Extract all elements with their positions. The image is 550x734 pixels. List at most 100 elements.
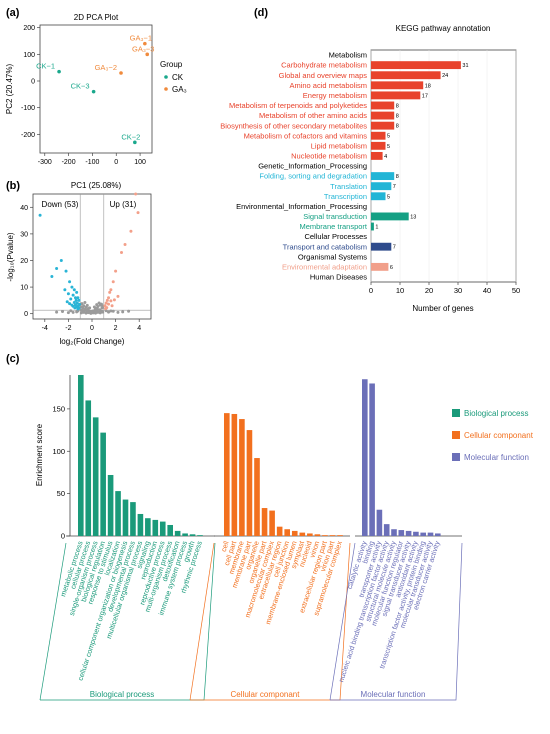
kegg-bar-value: 8 [396,103,399,109]
kegg-pathway-label: Metabolism of other amino acids [259,111,367,120]
volcano-up-point [107,296,111,300]
volcano-ns-point [109,309,113,313]
go-group-bracket [330,542,463,701]
volcano-up-point [110,304,114,308]
kegg-bar-value: 4 [384,154,387,160]
volcano-up-point [108,290,112,294]
pca-point-label: CK−2 [121,132,140,141]
volcano-down-point [75,301,79,305]
kegg-category-header: Organismal Systems [298,252,367,261]
kegg-bar [371,111,395,120]
panel-label-d: (d) [254,7,268,19]
pca-frame [39,24,153,154]
go-bar [398,530,405,536]
kegg-bar [371,262,389,271]
volcano-ns-point [91,309,95,313]
go-bar [92,417,99,536]
go-bar [329,535,336,536]
volcano-down-annotation: Down (53) [42,200,79,209]
volcano-up-annotation: Up (31) [110,200,137,209]
pca-point-label: GA₃−2 [95,63,117,72]
volcano-down-point [69,297,73,301]
pca-x-tick-label: -100 [85,159,99,166]
volcano-down-point [72,288,76,292]
volcano-ns-point [97,301,101,305]
volcano-down-point [77,306,81,310]
volcano-down-point [64,269,68,273]
pca-y-tick-label: 0 [31,79,35,86]
kegg-x-tick-label: 50 [512,286,520,295]
volcano-down-point [73,303,77,307]
pca-legend-ck-marker [164,75,168,79]
kegg-x-tick-label: 30 [454,286,462,295]
kegg-pathway-label: Folding, sorting and degradation [259,172,367,181]
volcano-ns-point [79,305,83,309]
go-bar [231,413,238,536]
volcano-down-point [71,304,75,308]
go-bar [307,533,313,536]
kegg-pathway-label: Signal transduction [303,212,367,221]
volcano-ns-point [82,304,86,308]
volcano-y-tick-label: 40 [20,205,28,212]
go-bar [276,526,283,536]
kegg-pathway-label: Amino acid metabolism [289,81,367,90]
volcano-up-point [111,280,115,284]
volcano-frame [32,193,152,320]
go-bar [299,532,306,536]
volcano-down-point [71,293,75,297]
kegg-pathway-label: Metabolism of terpenoids and polyketides [229,101,367,110]
go-bar [284,529,290,536]
pca-plot: 2D PCA Plot PC1 (25.08%) PC2 (20.47%) Gr… [5,13,187,190]
go-bar [269,510,275,536]
kegg-bar [371,91,421,100]
kegg-plot: KEGG pathway annotation Number of genes … [220,24,520,313]
pca-legend-ga3-label: GA₃ [172,85,187,94]
pca-x-tick-label: -300 [38,159,52,166]
kegg-category-header: Human Diseases [310,273,367,282]
kegg-bar-value: 5 [387,194,390,200]
go-y-tick-label: 0 [61,532,65,541]
kegg-bar [371,222,374,231]
go-bar [383,524,390,536]
kegg-bar-value: 5 [387,134,390,140]
go-bar [122,499,129,536]
go-legend-swatch [452,431,460,439]
go-bar [405,530,412,536]
pca-y-tick-label: -200 [21,132,35,139]
kegg-pathway-label: Global and overview maps [279,71,368,80]
go-bar [224,413,230,536]
volcano-ns-point [76,309,80,313]
volcano-up-point [107,302,111,306]
kegg-pathway-label: Translation [330,182,367,191]
kegg-x-tick-label: 40 [483,286,491,295]
go-group-bracket [329,542,356,701]
pca-point-label: CK−1 [36,62,55,71]
go-bar [322,535,328,536]
kegg-bar [371,192,386,201]
volcano-ns-point [127,309,131,313]
volcano-ns-point [121,310,125,314]
volcano-ns-point [99,302,103,306]
go-group-label: Molecular function [361,690,426,699]
kegg-bar-value: 8 [396,114,399,120]
go-bar [167,524,173,536]
kegg-bar-value: 5 [387,144,390,150]
volcano-up-point [120,251,123,255]
go-bar [174,530,181,536]
kegg-bar-value: 1 [375,225,378,231]
volcano-down-point [68,302,72,306]
pca-x-tick-label: 100 [134,159,146,166]
kegg-bar [371,71,441,80]
go-bar [261,508,268,536]
kegg-bar [371,172,395,181]
kegg-pathway-label: Membrane transport [299,222,367,231]
go-bar [254,458,260,536]
pca-x-tick-label: 0 [114,159,118,166]
volcano-x-tick-label: 4 [137,325,141,332]
kegg-bar [371,121,395,130]
kegg-bar [371,151,383,160]
go-legend-label: Cellular componant [464,431,534,440]
volcano-y-tick-label: 10 [20,285,28,292]
panel-label-b: (b) [6,180,20,192]
volcano-down-point [70,285,74,289]
